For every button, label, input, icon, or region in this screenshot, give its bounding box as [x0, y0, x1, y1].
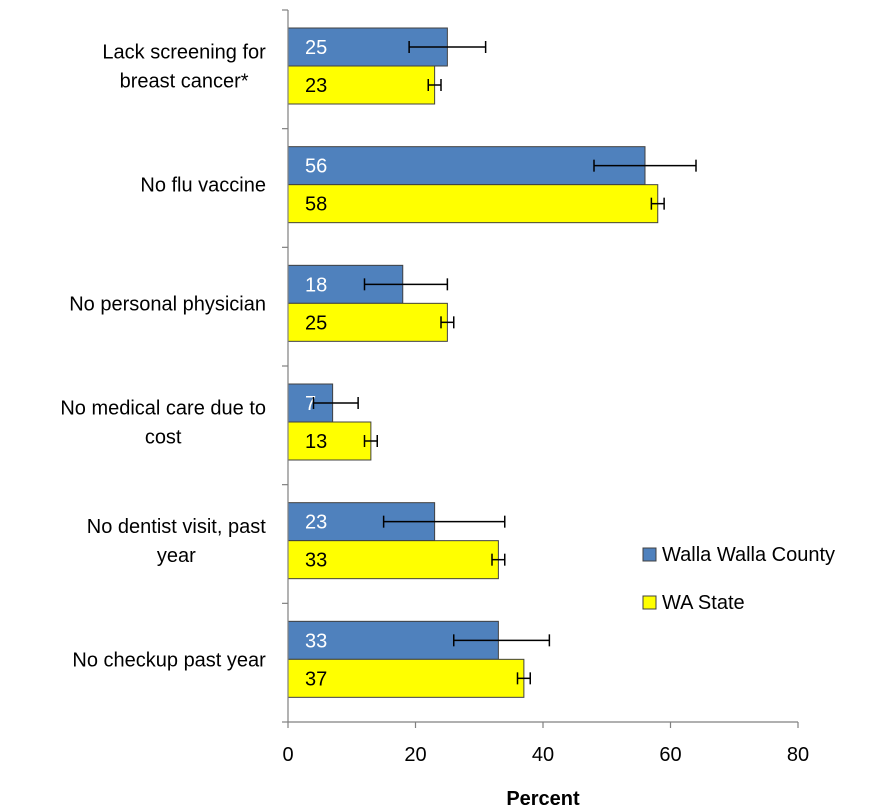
value-label-state-3: 13: [305, 431, 327, 453]
legend: Walla Walla County WA State: [642, 544, 835, 614]
category-label-5: No checkup past year: [72, 649, 266, 671]
value-label-county-1: 56: [305, 156, 327, 178]
error-bars-layer: [312, 41, 697, 685]
error-bar-county-2: [363, 278, 449, 291]
x-axis-title: Percent: [506, 788, 580, 810]
x-tick-label-0: 0: [282, 744, 293, 766]
error-bar-state-1: [650, 197, 665, 210]
value-label-state-4: 33: [305, 550, 327, 572]
value-label-county-4: 23: [305, 512, 327, 534]
error-bar-state-0: [427, 79, 442, 91]
value-label-state-2: 25: [305, 312, 327, 334]
value-label-county-0: 25: [305, 37, 327, 59]
category-label-0: Lack screening for breast cancer*: [102, 42, 266, 93]
bar-state-0: [287, 65, 436, 105]
error-bar-county-5: [453, 634, 551, 647]
value-labels-layer: 25 23 56 58 18 25 7 13 23 33 33 37: [305, 37, 327, 690]
error-bar-county-4: [382, 515, 506, 528]
error-bar-state-3: [363, 435, 378, 447]
legend-swatch-county: [642, 547, 657, 562]
category-label-4: No dentist visit, past year: [87, 516, 266, 567]
error-bar-county-0: [408, 41, 487, 53]
error-bar-state-5: [516, 672, 531, 685]
value-label-state-1: 58: [305, 194, 327, 216]
value-label-state-5: 37: [305, 668, 327, 690]
error-bar-state-4: [491, 553, 506, 566]
bars-layer: [287, 27, 659, 698]
error-bar-county-1: [593, 159, 697, 172]
bar-state-3: [287, 421, 372, 461]
legend-swatch-state: [642, 595, 657, 610]
legend-label-county: Walla Walla County: [662, 544, 835, 566]
category-labels: Lack screening for breast cancer* No flu v…: [60, 42, 266, 672]
value-label-state-0: 23: [305, 75, 327, 97]
value-label-county-5: 33: [305, 630, 327, 652]
x-tick-label-80: 80: [787, 744, 809, 766]
bar-state-4: [287, 540, 499, 580]
bar-state-1: [287, 184, 659, 224]
error-bar-state-2: [440, 316, 455, 329]
legend-label-state: WA State: [662, 592, 745, 614]
x-tick-label-60: 60: [659, 744, 681, 766]
x-tick-label-40: 40: [532, 744, 554, 766]
x-tick-label-20: 20: [404, 744, 426, 766]
category-label-2: No personal physician: [69, 293, 266, 315]
error-bar-county-3: [312, 397, 359, 409]
value-label-county-2: 18: [305, 274, 327, 296]
axes: 0 20 40 60 80: [282, 9, 809, 766]
value-label-county-3: 7: [305, 393, 316, 415]
category-label-3: No medical care due to cost: [60, 398, 266, 449]
category-label-1: No flu vaccine: [140, 175, 266, 197]
bar-county-1: [287, 146, 646, 186]
